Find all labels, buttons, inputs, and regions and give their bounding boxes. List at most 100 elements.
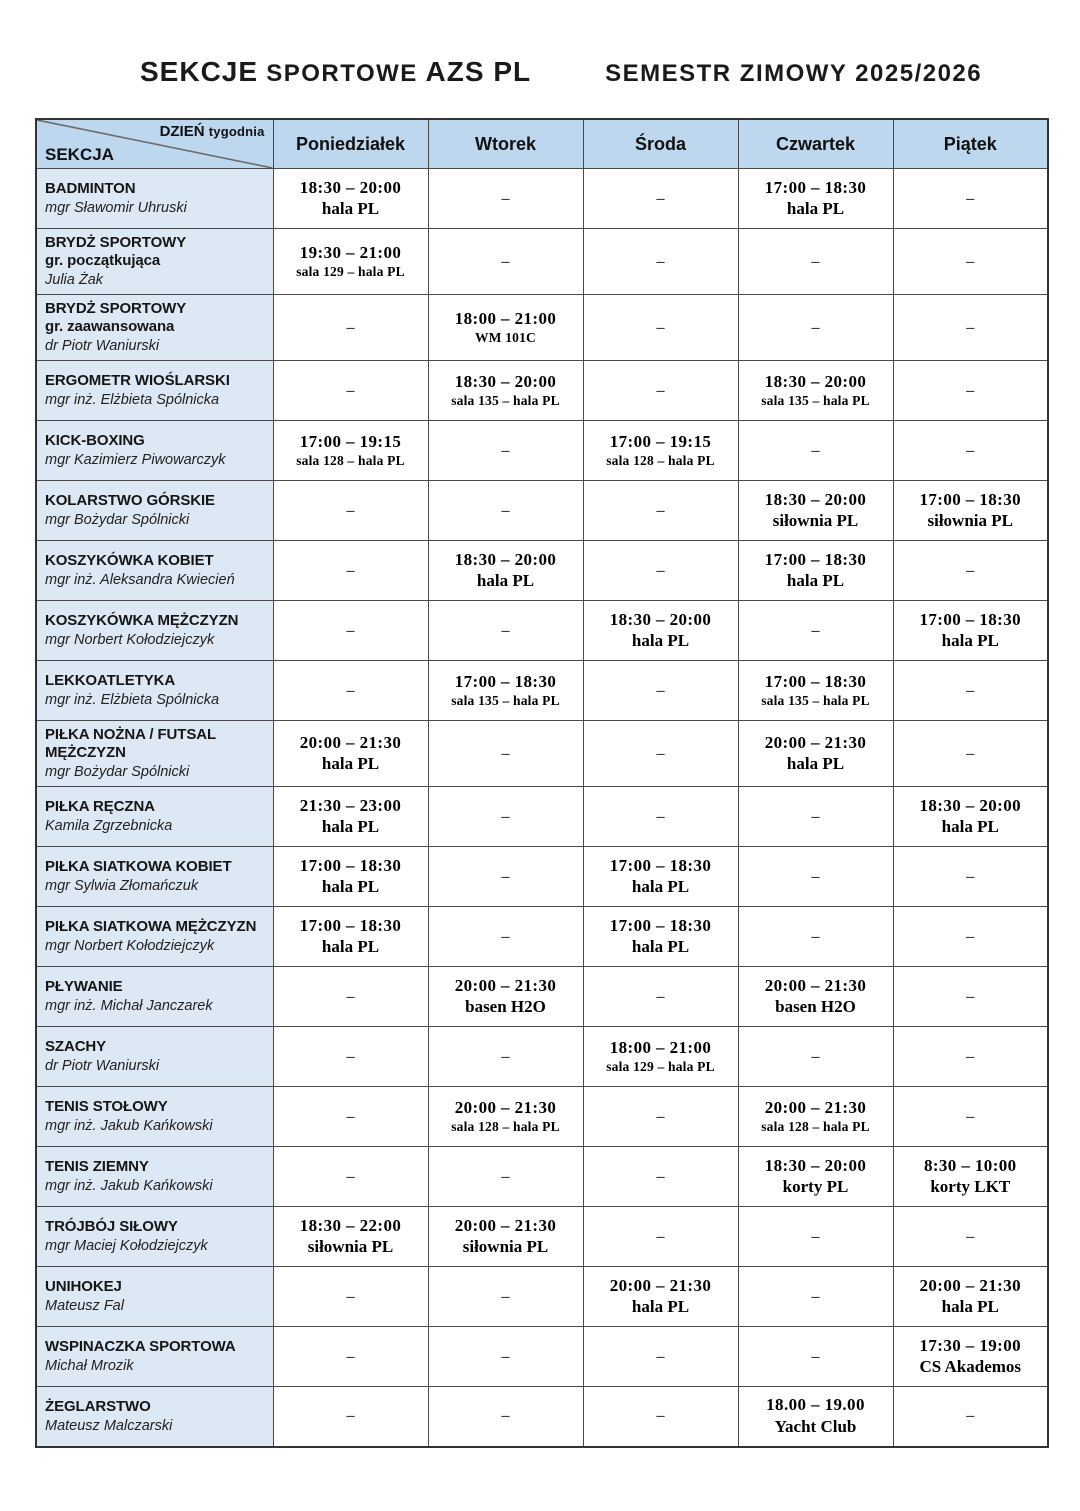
- section-name: TENIS ZIEMNY: [45, 1157, 149, 1175]
- empty-cell-dash: –: [966, 744, 975, 762]
- empty-cell-dash: –: [966, 561, 975, 579]
- empty-cell-dash: –: [656, 1167, 665, 1185]
- schedule-cell: –: [582, 540, 739, 601]
- section-name: gr. początkująca: [45, 251, 161, 269]
- empty-cell-dash: –: [966, 987, 975, 1005]
- schedule-cell: –: [892, 294, 1049, 361]
- empty-cell-dash: –: [346, 621, 355, 639]
- place-text: WM 101C: [474, 330, 537, 346]
- schedule-cell: –: [427, 168, 584, 229]
- section-person: dr Piotr Waniurski: [45, 338, 160, 355]
- section-cell: KICK-BOXING mgr Kazimierz Piwowarczyk: [35, 420, 274, 481]
- table-body: BADMINTON mgr Sławomir Uhruski 18:30 – 20:…: [35, 168, 1049, 1447]
- place-text: hala PL: [321, 877, 380, 896]
- section-cell: KOSZYKÓWKA MĘŻCZYZN mgr Norbert Kołodziej…: [35, 600, 274, 661]
- place-text: sala 135 – hala PL: [761, 393, 870, 409]
- schedule-cell: 20:00 – 21:30 hala PL: [737, 720, 894, 787]
- empty-cell-dash: –: [346, 681, 355, 699]
- schedule-cell: –: [582, 360, 739, 421]
- section-cell: TRÓJBÓJ SIŁOWY mgr Maciej Kołodziejczyk: [35, 1206, 274, 1267]
- empty-cell-dash: –: [501, 807, 510, 825]
- time-text: 17:00 – 18:30: [764, 549, 867, 569]
- time-text: 20:00 – 21:30: [919, 1275, 1022, 1295]
- time-text: 20:00 – 21:30: [299, 732, 402, 752]
- time-text: 17:00 – 18:30: [764, 177, 867, 197]
- schedule-cell: 18:30 – 20:00 hala PL: [272, 168, 429, 229]
- section-person: mgr inż. Jakub Kańkowski: [45, 1118, 213, 1135]
- table-row: ERGOMETR WIOŚLARSKI mgr inż. Elżbieta Spó…: [35, 360, 1049, 421]
- table-row: PIŁKA NOŻNA / FUTSAL MĘŻCZYZN mgr Bożydar …: [35, 720, 1049, 787]
- schedule-cell: –: [892, 1086, 1049, 1147]
- empty-cell-dash: –: [501, 867, 510, 885]
- schedule-cell: –: [582, 720, 739, 787]
- empty-cell-dash: –: [501, 927, 510, 945]
- schedule-cell: –: [272, 480, 429, 541]
- place-text: sala 129 – hala PL: [606, 1059, 715, 1075]
- schedule-cell: –: [272, 1086, 429, 1147]
- empty-cell-dash: –: [656, 189, 665, 207]
- empty-cell-dash: –: [811, 318, 820, 336]
- schedule-cell: 17:00 – 18:30 hala PL: [582, 846, 739, 907]
- day-header-tuesday: Wtorek: [427, 118, 584, 169]
- section-name: PIŁKA NOŻNA / FUTSAL: [45, 725, 217, 743]
- empty-cell-dash: –: [811, 1227, 820, 1245]
- schedule-cell: 20:00 – 21:30 hala PL: [272, 720, 429, 787]
- schedule-cell: –: [737, 420, 894, 481]
- time-text: 18:30 – 22:00: [299, 1215, 402, 1235]
- place-text: sala 128 – hala PL: [451, 1119, 560, 1135]
- empty-cell-dash: –: [656, 681, 665, 699]
- place-text: hala PL: [321, 199, 380, 218]
- schedule-cell: 18:30 – 20:00 hala PL: [582, 600, 739, 661]
- page-header: SEKCJE SPORTOWE AZS PL SEMESTR ZIMOWY 20…: [0, 0, 1080, 88]
- place-text: sala 135 – hala PL: [451, 393, 560, 409]
- section-name: PIŁKA SIATKOWA MĘŻCZYZN: [45, 917, 257, 935]
- schedule-cell: –: [272, 1326, 429, 1387]
- section-cell: KOLARSTWO GÓRSKIE mgr Bożydar Spólnicki: [35, 480, 274, 541]
- place-text: sala 128 – hala PL: [296, 453, 405, 469]
- schedule-cell: 18:30 – 20:00 hala PL: [892, 786, 1049, 847]
- schedule-cell: –: [427, 1386, 584, 1447]
- empty-cell-dash: –: [811, 621, 820, 639]
- table-row: PŁYWANIE mgr inż. Michał Janczarek – 20:00 …: [35, 966, 1049, 1027]
- schedule-cell: –: [582, 966, 739, 1027]
- table-row: UNIHOKEJ Mateusz Fal – – 20:00 – 21:30 hala P…: [35, 1266, 1049, 1327]
- time-text: 17:30 – 19:00: [919, 1335, 1022, 1355]
- schedule-cell: 18:30 – 22:00 siłownia PL: [272, 1206, 429, 1267]
- table-row: PIŁKA SIATKOWA MĘŻCZYZN mgr Norbert Kołod…: [35, 906, 1049, 967]
- schedule-cell: 17:00 – 18:30 hala PL: [582, 906, 739, 967]
- section-cell: PIŁKA SIATKOWA MĘŻCZYZN mgr Norbert Kołod…: [35, 906, 274, 967]
- section-name: BRYDŻ SPORTOWY: [45, 299, 187, 317]
- time-text: 18:30 – 20:00: [764, 371, 867, 391]
- section-person: Mateusz Fal: [45, 1298, 124, 1315]
- schedule-cell: –: [427, 906, 584, 967]
- time-text: 17:00 – 18:30: [919, 489, 1022, 509]
- section-name: MĘŻCZYZN: [45, 743, 126, 761]
- schedule-cell: –: [737, 846, 894, 907]
- empty-cell-dash: –: [966, 867, 975, 885]
- section-name: gr. zaawansowana: [45, 317, 175, 335]
- schedule-cell: –: [582, 480, 739, 541]
- schedule-cell: –: [582, 168, 739, 229]
- empty-cell-dash: –: [656, 744, 665, 762]
- schedule-cell: –: [272, 966, 429, 1027]
- schedule-cell: –: [892, 906, 1049, 967]
- empty-cell-dash: –: [966, 1107, 975, 1125]
- empty-cell-dash: –: [966, 318, 975, 336]
- schedule-cell: –: [892, 720, 1049, 787]
- empty-cell-dash: –: [346, 1287, 355, 1305]
- empty-cell-dash: –: [346, 561, 355, 579]
- corner-axis-section: SEKCJA: [45, 145, 114, 164]
- page-title-part1: SEKCJE: [140, 56, 259, 87]
- schedule-cell: 21:30 – 23:00 hala PL: [272, 786, 429, 847]
- schedule-cell: –: [737, 1266, 894, 1327]
- schedule-cell: –: [427, 420, 584, 481]
- schedule-cell: 17:00 – 18:30 hala PL: [272, 846, 429, 907]
- schedule-cell: –: [272, 360, 429, 421]
- empty-cell-dash: –: [501, 621, 510, 639]
- diagonal-divider: [37, 120, 272, 168]
- section-cell: SZACHY dr Piotr Waniurski: [35, 1026, 274, 1087]
- schedule-cell: –: [737, 1326, 894, 1387]
- schedule-cell: 17:00 – 18:30 hala PL: [272, 906, 429, 967]
- table-row: BRYDŻ SPORTOWY gr. zaawansowana dr Piotr W…: [35, 294, 1049, 361]
- empty-cell-dash: –: [501, 1347, 510, 1365]
